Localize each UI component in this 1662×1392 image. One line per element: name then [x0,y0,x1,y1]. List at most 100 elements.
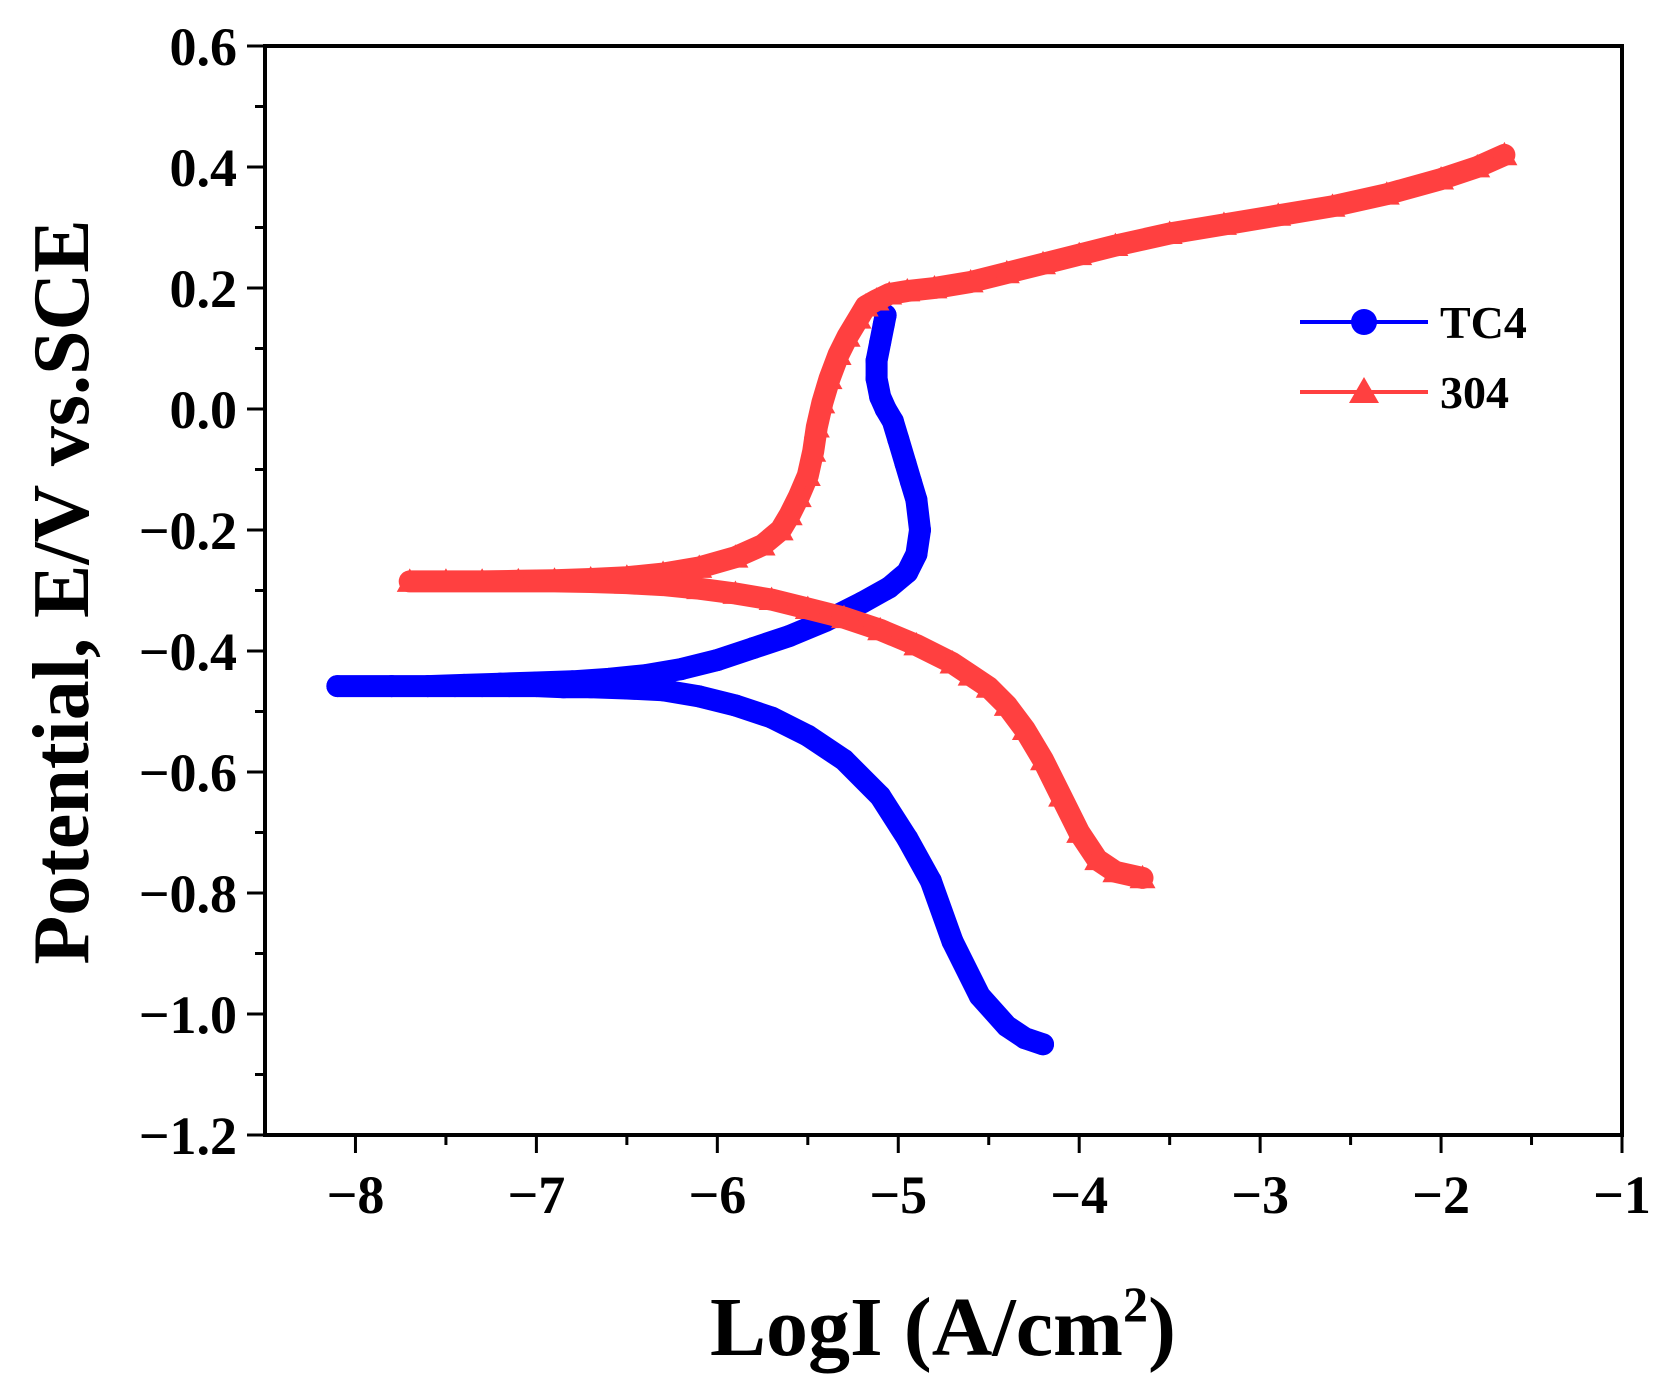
data-point [803,414,830,438]
data-point [908,519,931,541]
data-point [742,636,765,659]
y-tick-label: −0.8 [139,864,237,924]
data-point [905,543,928,566]
data-point [863,287,890,311]
data-point [941,930,964,953]
data-point [615,677,638,700]
data-point [670,658,693,681]
plot-area [326,141,1518,1056]
data-point [579,676,602,699]
data-point [1048,783,1075,807]
data-point [894,278,921,302]
data-point [834,323,861,347]
data-point [380,675,403,698]
data-point [776,501,803,526]
data-point [869,385,892,408]
y-tick-label: 0.0 [170,380,238,440]
data-point [869,331,892,354]
x-tick-label: −5 [869,1165,927,1225]
data-point [706,649,729,672]
data-point [878,576,901,599]
data-point [794,595,821,620]
x-tick-label: −8 [327,1165,385,1225]
data-point [800,438,827,462]
data-point [722,580,749,604]
data-point [794,462,821,486]
data-point [809,389,836,414]
data-point [865,349,888,372]
legend-label: TC4 [1440,297,1527,348]
data-point [919,869,942,892]
y-tick-label: 0.2 [170,259,238,319]
x-tick-label: −3 [1231,1165,1289,1225]
x-tick-label: −4 [1050,1165,1108,1225]
legend-marker-TC4 [1351,309,1377,335]
x-tick-label: −1 [1593,1165,1651,1225]
data-point [686,554,713,578]
data-point [758,586,785,610]
data-point [845,305,872,329]
data-point [957,268,984,293]
data-point [899,470,922,493]
data-point [921,275,948,299]
data-point [597,667,620,690]
x-axis-title: LogI (A/cm2) [710,1276,1176,1374]
data-point [1030,746,1057,771]
data-point [905,488,928,511]
data-point [1265,202,1292,226]
data-point [796,724,819,747]
data-point [1011,716,1038,741]
data-point [778,624,801,647]
data-point [939,650,966,674]
data-point [525,671,548,694]
data-point [652,679,675,702]
data-point [903,631,930,656]
data-point [541,567,568,591]
x-axis-title-main: LogI (A/cm [710,1281,1123,1374]
data-point [1030,250,1057,275]
data-point [1156,220,1183,244]
data-point [432,568,459,592]
data-point [1491,141,1518,166]
data-point [489,672,512,695]
data-point [1373,181,1400,205]
data-point [396,568,423,592]
data-point [957,662,984,686]
legend-marker-304 [1349,377,1379,403]
data-point [896,561,919,584]
data-point [453,673,476,696]
data-point [1210,211,1237,235]
data-point [785,483,812,508]
data-point [869,785,892,808]
data-point [471,675,494,698]
data-point [867,616,894,641]
data-point [767,517,794,541]
data-point [851,591,874,614]
data-point [968,984,991,1007]
data-point [995,1015,1018,1038]
data-point [816,365,843,390]
y-tick-label: −1.2 [139,1106,237,1166]
data-point [561,670,584,693]
legend-label: 304 [1440,367,1509,418]
y-tick-label: 0.4 [170,138,238,198]
data-point [326,675,349,698]
y-tick-label: −1.0 [139,985,237,1045]
y-tick-label: −0.4 [139,622,237,682]
data-point [1129,864,1156,889]
data-point [505,567,532,592]
data-point [876,281,903,305]
y-axis: −1.2 −1.0 −0.8 −0.6 −0.4 −0.2 0.0 0.2 0.4 0.6 [139,17,265,1166]
data-point [686,575,713,600]
x-tick-label: −7 [508,1165,566,1225]
y-tick-label: 0.6 [170,17,238,77]
series-line-304 [398,143,1516,889]
data-point [832,748,855,771]
data-point [887,428,910,451]
data-point [1066,819,1093,843]
data-point [830,604,857,629]
data-point [760,706,783,729]
data-point [1319,193,1346,217]
